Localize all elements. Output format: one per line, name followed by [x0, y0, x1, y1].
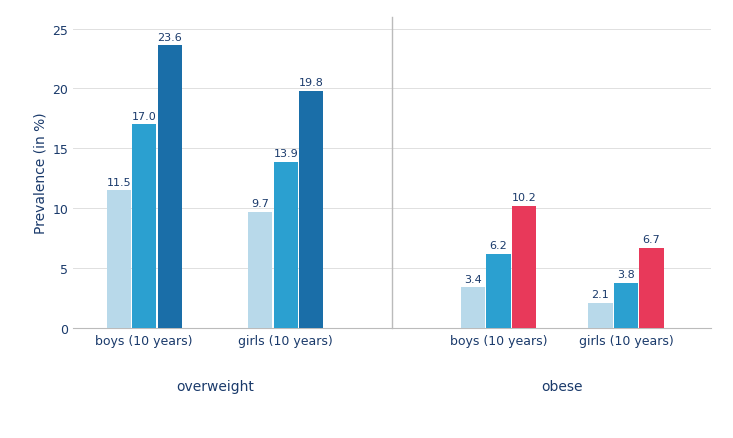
Text: 13.9: 13.9 — [273, 148, 298, 159]
Bar — [589, 304, 613, 328]
Text: 19.8: 19.8 — [299, 78, 324, 88]
Bar — [158, 46, 182, 328]
Bar — [299, 92, 323, 328]
Text: 6.7: 6.7 — [643, 235, 660, 245]
Bar — [639, 248, 663, 328]
Text: 23.6: 23.6 — [158, 33, 182, 42]
Legend: 1985, 2000, 2016: 1985, 2000, 2016 — [283, 434, 501, 438]
Bar — [614, 283, 638, 328]
Text: 3.4: 3.4 — [464, 274, 482, 284]
Bar — [461, 288, 485, 328]
Bar — [486, 254, 511, 328]
Text: 11.5: 11.5 — [106, 177, 131, 187]
Text: 2.1: 2.1 — [592, 290, 609, 300]
Text: obese: obese — [542, 379, 583, 393]
Text: 9.7: 9.7 — [251, 199, 269, 209]
Bar — [248, 212, 273, 328]
Text: 17.0: 17.0 — [132, 112, 157, 122]
Bar — [512, 206, 536, 328]
Text: 10.2: 10.2 — [512, 193, 537, 203]
Text: 6.2: 6.2 — [490, 241, 507, 251]
Bar — [273, 162, 298, 328]
Y-axis label: Prevalence (in %): Prevalence (in %) — [33, 112, 47, 234]
Text: 3.8: 3.8 — [617, 269, 635, 279]
Text: overweight: overweight — [176, 379, 254, 393]
Bar — [106, 191, 130, 328]
Bar — [132, 125, 156, 328]
